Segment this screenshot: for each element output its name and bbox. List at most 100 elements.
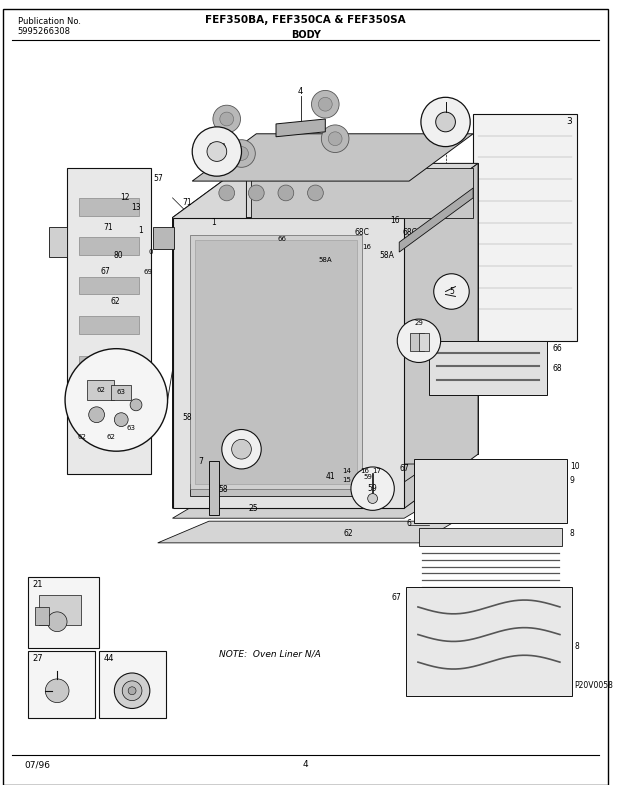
Circle shape xyxy=(122,681,142,701)
Text: 12: 12 xyxy=(120,193,130,202)
Text: 0: 0 xyxy=(148,249,153,255)
Text: 130A: 130A xyxy=(208,142,226,149)
Bar xyxy=(79,316,139,334)
Text: 4: 4 xyxy=(298,87,303,96)
Text: 58A: 58A xyxy=(319,257,332,263)
Circle shape xyxy=(351,467,394,510)
Bar xyxy=(410,333,424,350)
Circle shape xyxy=(397,319,441,362)
Text: 71: 71 xyxy=(104,223,113,232)
Text: 16: 16 xyxy=(362,244,371,250)
Polygon shape xyxy=(172,497,441,518)
Text: 67: 67 xyxy=(391,592,401,602)
Circle shape xyxy=(311,90,339,118)
Bar xyxy=(112,385,131,400)
Bar xyxy=(87,380,114,400)
Bar xyxy=(251,168,473,218)
Circle shape xyxy=(213,105,241,133)
Bar xyxy=(195,240,357,484)
Text: 67: 67 xyxy=(100,267,110,276)
Text: 27: 27 xyxy=(32,653,43,663)
Bar xyxy=(419,528,562,546)
Bar xyxy=(28,577,99,649)
Text: 10: 10 xyxy=(570,463,579,471)
Circle shape xyxy=(89,407,105,422)
Text: 25: 25 xyxy=(249,504,258,513)
Circle shape xyxy=(234,146,249,161)
Circle shape xyxy=(421,97,470,146)
Bar xyxy=(99,651,166,718)
Text: 59: 59 xyxy=(368,484,378,493)
Text: 4: 4 xyxy=(303,760,308,769)
Polygon shape xyxy=(49,228,67,257)
Text: 80: 80 xyxy=(113,251,123,259)
Bar xyxy=(67,168,151,474)
Bar xyxy=(172,218,404,509)
Polygon shape xyxy=(172,164,246,509)
Circle shape xyxy=(114,413,128,426)
Text: 17: 17 xyxy=(372,468,381,474)
Bar xyxy=(79,198,139,216)
Circle shape xyxy=(278,185,294,201)
Circle shape xyxy=(328,132,342,146)
Bar xyxy=(79,237,139,255)
Text: FEF350BA, FEF350CA & FEF350SA: FEF350BA, FEF350CA & FEF350SA xyxy=(205,16,406,25)
Text: 66: 66 xyxy=(277,237,286,242)
Bar xyxy=(79,356,139,373)
Text: 6: 6 xyxy=(406,519,411,528)
Circle shape xyxy=(232,439,251,459)
Text: 13: 13 xyxy=(131,203,141,212)
Text: 21: 21 xyxy=(32,580,43,589)
Text: 72: 72 xyxy=(237,445,246,454)
Text: 9: 9 xyxy=(570,476,575,485)
Circle shape xyxy=(368,494,378,503)
Circle shape xyxy=(249,185,264,201)
Text: BODY: BODY xyxy=(291,30,321,40)
Circle shape xyxy=(308,185,323,201)
Text: 62: 62 xyxy=(110,297,120,306)
Text: 07/96: 07/96 xyxy=(25,760,51,769)
Circle shape xyxy=(436,112,456,132)
Bar xyxy=(429,341,547,395)
Text: 16: 16 xyxy=(391,216,400,225)
Bar xyxy=(414,459,567,523)
Text: 8: 8 xyxy=(575,642,580,651)
Text: 29: 29 xyxy=(415,320,423,326)
Bar xyxy=(35,607,49,625)
Polygon shape xyxy=(192,134,473,181)
Circle shape xyxy=(114,673,150,709)
Bar xyxy=(28,651,95,718)
Text: 62: 62 xyxy=(343,528,353,538)
Text: 8: 8 xyxy=(570,528,575,538)
Bar xyxy=(153,228,174,249)
Circle shape xyxy=(45,679,69,702)
Text: 41: 41 xyxy=(326,472,335,482)
Text: 58: 58 xyxy=(219,485,228,494)
Text: NOTE:  Oven Liner N/A: NOTE: Oven Liner N/A xyxy=(219,649,321,659)
Text: 63: 63 xyxy=(126,425,136,430)
Text: 71: 71 xyxy=(182,199,192,207)
Text: 66: 66 xyxy=(552,344,562,353)
Polygon shape xyxy=(404,164,478,509)
Text: 63: 63 xyxy=(117,389,126,395)
Text: 58: 58 xyxy=(182,413,192,422)
Polygon shape xyxy=(172,164,478,218)
Bar xyxy=(473,114,577,341)
Text: 16: 16 xyxy=(360,468,370,474)
Text: 15: 15 xyxy=(342,477,352,483)
Text: Publication No.: Publication No. xyxy=(18,17,81,26)
Text: 59: 59 xyxy=(363,474,372,480)
Bar xyxy=(79,395,139,413)
Text: 67: 67 xyxy=(399,464,409,474)
Circle shape xyxy=(47,612,67,631)
Polygon shape xyxy=(182,464,431,489)
Text: 29: 29 xyxy=(414,336,423,346)
Circle shape xyxy=(65,349,167,451)
Polygon shape xyxy=(399,188,473,252)
Text: 68: 68 xyxy=(552,364,562,373)
Text: 14: 14 xyxy=(342,468,352,474)
Bar xyxy=(246,164,478,454)
Text: 5995266308: 5995266308 xyxy=(18,28,71,36)
Polygon shape xyxy=(276,119,326,137)
Text: 62: 62 xyxy=(107,434,116,441)
